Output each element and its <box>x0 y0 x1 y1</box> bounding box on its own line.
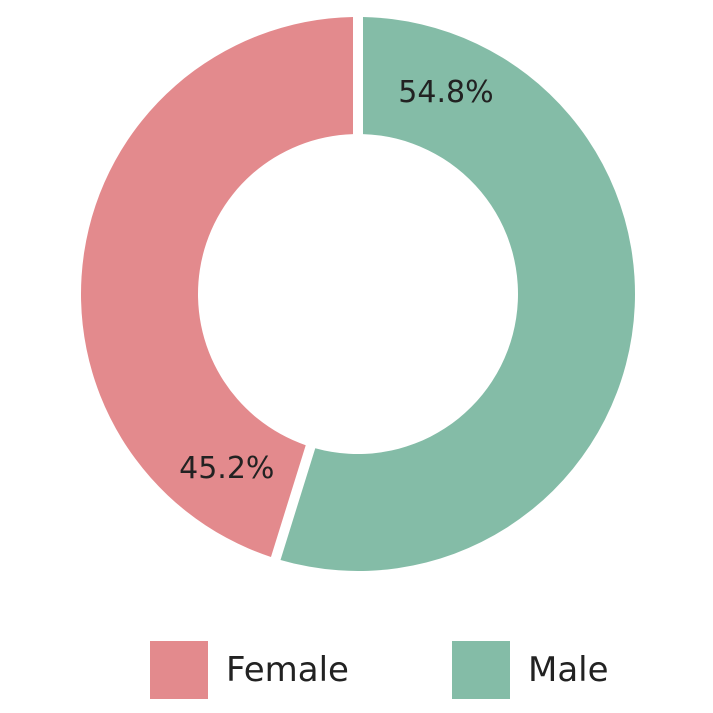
legend-swatch-female <box>150 641 208 699</box>
slice-label-female: 45.2% <box>179 451 274 486</box>
slice-label-male: 54.8% <box>398 75 493 110</box>
slice-labels: 54.8% 45.2% <box>179 75 493 486</box>
legend-swatch-male <box>452 641 510 699</box>
legend-label-female: Female <box>226 650 349 690</box>
slice-male <box>280 17 636 572</box>
donut-slices <box>81 17 636 572</box>
legend-label-male: Male <box>528 650 609 690</box>
legend-item-female: Female <box>150 641 349 699</box>
slice-female <box>81 17 354 557</box>
legend-item-male: Male <box>452 641 609 699</box>
chart-legend: Female Male <box>0 641 713 701</box>
